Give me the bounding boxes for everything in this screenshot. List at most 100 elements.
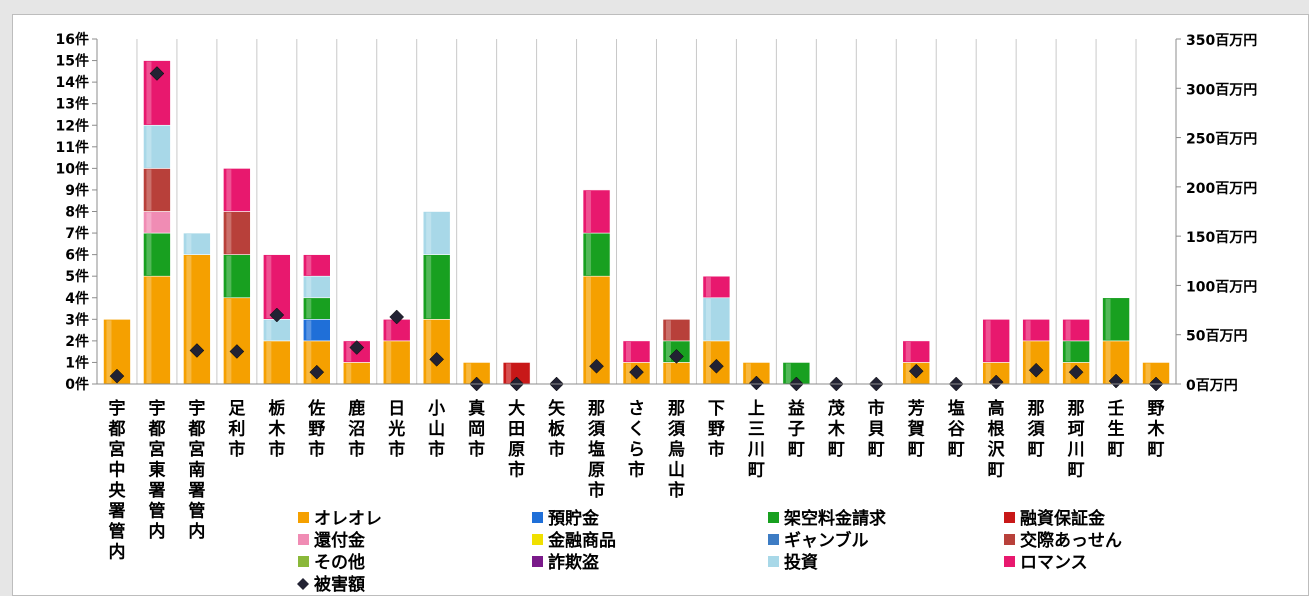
left-tick-label: 10件 <box>56 160 89 177</box>
legend-item: ギャンブル <box>768 530 869 551</box>
left-tick-label: 14件 <box>56 74 89 91</box>
bar-segment <box>1022 319 1050 342</box>
legend-label: 交際あっせん <box>1020 530 1122 551</box>
chart-frame: 0件 1件 2件 3件 4件 5件 6件 7件 8件 9件 10件 11件 12件 13件 14件 15件 16… <box>12 14 1309 596</box>
bar-segment <box>422 319 451 385</box>
left-tick-label: 0件 <box>65 376 89 393</box>
bar-highlight <box>705 277 711 297</box>
bar-segment <box>183 232 211 255</box>
bar-highlight <box>905 341 911 362</box>
category-label: 塩谷町 <box>948 398 966 460</box>
bar-highlight <box>705 298 711 340</box>
bar-highlight <box>386 341 392 383</box>
bar-segment <box>302 254 331 277</box>
damage-marker <box>988 374 1004 390</box>
bar-highlight <box>1145 363 1151 383</box>
bar-highlight <box>626 341 631 362</box>
category-label: 宇都宮東署管内 <box>147 398 165 542</box>
bar-highlight <box>346 341 352 362</box>
bar-highlight <box>665 341 671 362</box>
bar-segment <box>582 189 611 234</box>
right-tick-label: 300百万円 <box>1186 82 1257 98</box>
bar-highlight <box>1065 363 1071 383</box>
bar-highlight <box>266 255 272 319</box>
legend-item: 預貯金 <box>532 508 600 529</box>
legend-item: 交際あっせん <box>1004 530 1122 551</box>
left-tick-label: 7件 <box>65 225 89 242</box>
bar-segment <box>223 168 251 212</box>
legend-swatch <box>532 512 543 523</box>
bar-highlight <box>146 126 152 168</box>
bar-highlight <box>466 363 472 383</box>
category-label: 市貝町 <box>868 398 885 460</box>
category-label: 足利市 <box>228 399 245 460</box>
damage-marker <box>589 358 604 374</box>
left-tick-label: 3件 <box>65 311 89 328</box>
category-label: 茂木町 <box>827 398 846 460</box>
legend-swatch <box>1004 534 1015 545</box>
bar-highlight <box>186 234 192 254</box>
damage-marker <box>908 363 924 379</box>
damage-marker <box>1028 362 1044 378</box>
damage-marker <box>389 309 405 325</box>
bar-segment <box>422 254 451 320</box>
damage-marker <box>1068 364 1084 380</box>
damage-marker <box>749 375 764 391</box>
bar-segment <box>143 232 171 277</box>
bar-highlight <box>226 169 232 211</box>
bar-highlight <box>266 341 272 383</box>
category-label: 那須烏山市 <box>668 399 686 501</box>
damage-marker <box>709 358 724 374</box>
left-tick-label: 13件 <box>56 96 89 113</box>
bar-highlight <box>665 320 671 340</box>
legend-swatch <box>1004 556 1015 567</box>
bar-segment <box>702 297 731 342</box>
bar-highlight <box>146 277 152 383</box>
bar-highlight <box>426 320 432 383</box>
bar-segment <box>982 319 1010 363</box>
damage-marker <box>1108 373 1124 389</box>
left-tick-label: 5件 <box>65 268 89 285</box>
damage-marker <box>269 307 285 323</box>
bar-segment <box>902 340 931 363</box>
right-tick-label: 200百万円 <box>1186 181 1257 197</box>
bar-highlight <box>426 255 432 319</box>
bar-highlight <box>306 298 312 319</box>
damage-marker <box>309 364 325 380</box>
legend-label: その他 <box>314 552 365 573</box>
damage-marker <box>429 352 445 367</box>
bar-highlight <box>1105 341 1111 383</box>
right-tick-label: 350百万円 <box>1186 33 1257 49</box>
category-label: 高根沢町 <box>988 398 1006 481</box>
bar-highlight <box>586 190 592 233</box>
bar-segment <box>422 211 451 255</box>
damage-marker <box>229 344 245 359</box>
legend-label: 預貯金 <box>548 508 600 529</box>
bar-highlight <box>1025 320 1031 340</box>
category-label: 上三川町 <box>747 399 765 481</box>
category-label: 宇都宮中央署管内 <box>107 398 126 563</box>
legend-label: 詐欺盗 <box>548 552 599 573</box>
category-label: 佐野市 <box>307 398 325 460</box>
legend-swatch <box>768 556 779 567</box>
bar-highlight <box>1065 320 1071 340</box>
legend-item: 詐欺盗 <box>532 552 599 573</box>
left-tick-label: 16件 <box>56 31 89 48</box>
legend-item: その他 <box>298 552 365 573</box>
bar-highlight <box>626 363 631 383</box>
bar-highlight <box>785 363 791 383</box>
legend-item: 還付金 <box>298 530 366 551</box>
bar-highlight <box>386 320 392 340</box>
legend-item: 投資 <box>768 552 818 573</box>
bar-segment <box>263 340 291 385</box>
bar-highlight <box>665 363 671 383</box>
bar-segment <box>582 232 611 277</box>
bar-highlight <box>226 255 232 297</box>
bar-highlight <box>146 212 152 233</box>
bar-highlight <box>506 363 512 383</box>
right-tick-label: 150百万円 <box>1186 230 1257 246</box>
category-label: 大田原市 <box>508 398 525 481</box>
damage-marker <box>629 364 644 380</box>
left-axis-ticks: 0件 1件 2件 3件 4件 5件 6件 7件 8件 9件 10件 11件 12件 13件 14件 15件 16… <box>56 31 97 393</box>
stacked-bar-chart: 0件 1件 2件 3件 4件 5件 6件 7件 8件 9件 10件 11件 12件 13件 14件 15件 16… <box>56 31 1258 595</box>
